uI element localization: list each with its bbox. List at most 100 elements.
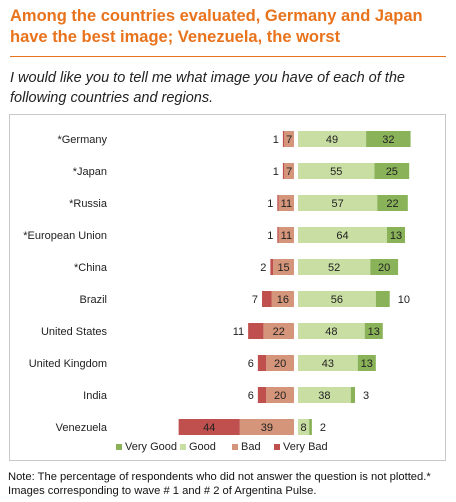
legend-label-bad: Bad [241, 441, 261, 453]
bar-very-good-germany [366, 131, 411, 147]
legend-label-very-bad: Very Bad [283, 441, 328, 453]
value-good-japan: 55 [330, 166, 342, 178]
value-good-european-union: 64 [336, 230, 348, 242]
value-bad-india: 20 [274, 390, 286, 402]
bar-very-bad-germany [282, 131, 285, 147]
value-good-united-states: 48 [325, 326, 337, 338]
value-very-bad-india: 6 [248, 390, 254, 402]
bar-very-good-european-union [386, 227, 406, 243]
value-bad-united-kingdom: 20 [274, 358, 286, 370]
chart-subtitle: I would like you to tell me what image y… [10, 70, 405, 106]
value-very-bad-venezuela: 44 [203, 422, 215, 434]
value-good-china: 52 [328, 262, 340, 274]
category-label-germany: *Germany [57, 134, 107, 146]
value-bad-china: 15 [277, 262, 289, 274]
bar-bad-brazil [271, 291, 294, 307]
bar-good-united-states [298, 323, 365, 339]
legend-label-good: Good [189, 441, 216, 453]
bar-good-brazil [298, 291, 376, 307]
bar-very-bad-china [270, 259, 274, 275]
value-very-good-united-states: 13 [368, 326, 380, 338]
bar-very-bad-india [257, 387, 267, 403]
category-label-brazil: Brazil [79, 294, 107, 306]
value-good-united-kingdom: 43 [322, 358, 334, 370]
bar-very-bad-brazil [262, 291, 272, 307]
value-bad-germany: 7 [286, 134, 292, 146]
bar-good-germany [298, 131, 367, 147]
bar-very-bad-venezuela [178, 419, 240, 435]
bar-very-good-venezuela [309, 419, 312, 435]
value-very-good-brazil: 10 [398, 294, 410, 306]
value-very-good-china: 20 [378, 262, 390, 274]
legend-label-very-good: Very Good [125, 441, 177, 453]
value-good-india: 38 [318, 390, 330, 402]
bar-bad-germany [284, 131, 294, 147]
value-bad-venezuela: 39 [261, 422, 273, 434]
bar-bad-china [273, 259, 294, 275]
value-very-bad-european-union: 1 [267, 230, 273, 242]
bar-very-good-united-states [364, 323, 383, 339]
title-divider [10, 56, 446, 57]
bar-bad-venezuela [239, 419, 294, 435]
bar-very-bad-japan [282, 163, 285, 179]
value-very-bad-brazil: 7 [252, 294, 258, 306]
bar-bad-russia [278, 195, 294, 211]
value-very-good-japan: 25 [386, 166, 398, 178]
value-bad-united-states: 22 [273, 326, 285, 338]
value-bad-russia: 11 [281, 198, 292, 210]
bar-bad-india [266, 387, 294, 403]
value-very-bad-united-states: 11 [233, 326, 244, 338]
category-label-united-states: United States [41, 326, 108, 338]
footnote: Note: The percentage of respondents who … [8, 471, 431, 497]
bar-very-bad-european-union [277, 227, 279, 243]
bar-very-good-japan [374, 163, 410, 179]
value-good-germany: 49 [326, 134, 338, 146]
legend-swatch-bad [232, 444, 238, 450]
bar-very-good-united-kingdom [357, 355, 376, 371]
category-label-japan: *Japan [73, 166, 107, 178]
value-very-good-european-union: 13 [390, 230, 402, 242]
bar-good-russia [298, 195, 378, 211]
value-very-good-india: 3 [363, 390, 369, 402]
value-good-brazil: 56 [331, 294, 343, 306]
legend-swatch-good [180, 444, 186, 450]
value-very-bad-russia: 1 [267, 198, 273, 210]
category-label-united-kingdom: United Kingdom [29, 358, 107, 370]
bar-good-japan [298, 163, 375, 179]
bar-very-bad-russia [277, 195, 279, 211]
value-very-bad-japan: 1 [273, 166, 279, 178]
value-very-good-germany: 32 [382, 134, 394, 146]
bar-very-bad-united-kingdom [257, 355, 267, 371]
bar-bad-japan [284, 163, 294, 179]
category-label-european-union: *European Union [23, 230, 107, 242]
bar-good-china [298, 259, 371, 275]
category-label-venezuela: Venezuela [56, 422, 108, 434]
value-very-bad-united-kingdom: 6 [248, 358, 254, 370]
bar-good-venezuela [298, 419, 310, 435]
chart-title: Among the countries evaluated, Germany a… [10, 7, 423, 46]
value-very-good-venezuela: 2 [320, 422, 326, 434]
legend-swatch-very-good [116, 444, 122, 450]
category-label-russia: *Russia [69, 198, 108, 210]
value-bad-european-union: 11 [281, 230, 292, 242]
legend-swatch-very-bad [274, 444, 280, 450]
bar-bad-united-states [263, 323, 294, 339]
value-very-good-russia: 22 [386, 198, 398, 210]
bar-very-bad-united-states [248, 323, 264, 339]
bar-bad-united-kingdom [266, 355, 294, 371]
category-label-china: *China [74, 262, 108, 274]
bar-good-united-kingdom [298, 355, 358, 371]
value-bad-brazil: 16 [277, 294, 289, 306]
bar-very-good-china [370, 259, 399, 275]
chart-frame: *Germany 49 32 7 1 *Japan 55 25 7 1 *Russia 57 22 11 1… [9, 114, 446, 461]
value-very-bad-china: 2 [260, 262, 266, 274]
bar-bad-european-union [278, 227, 294, 243]
value-very-good-united-kingdom: 13 [361, 358, 373, 370]
bar-very-good-russia [377, 195, 408, 211]
bar-very-good-india [350, 387, 355, 403]
value-good-russia: 57 [331, 198, 343, 210]
value-very-bad-germany: 1 [273, 134, 279, 146]
bar-good-india [298, 387, 351, 403]
value-bad-japan: 7 [286, 166, 292, 178]
